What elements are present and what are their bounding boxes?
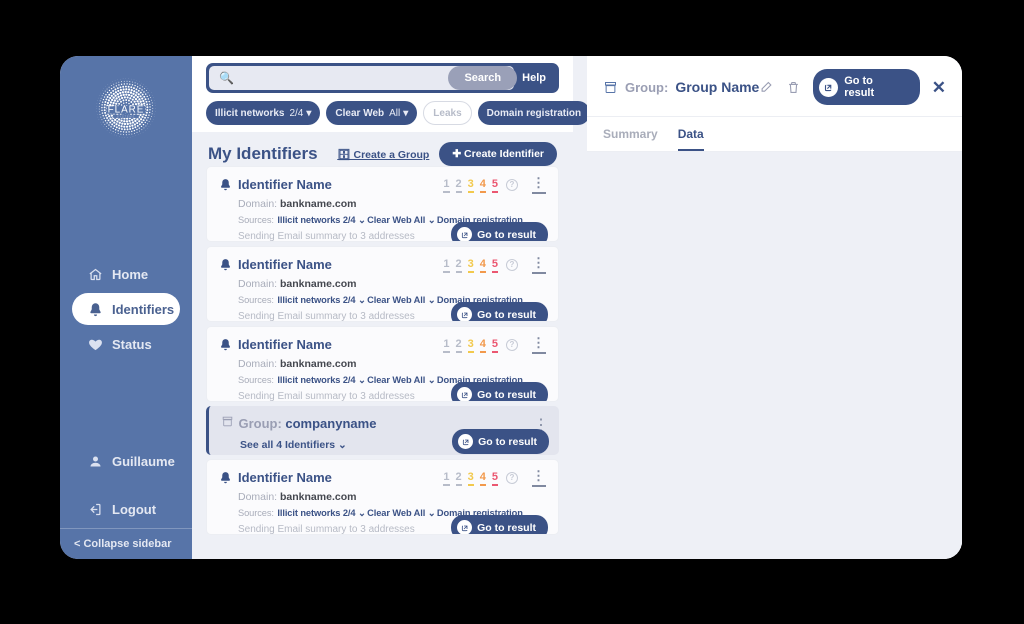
svg-text:FLARE: FLARE	[108, 104, 145, 115]
svg-text:SYSTEMS: SYSTEMS	[117, 114, 135, 118]
